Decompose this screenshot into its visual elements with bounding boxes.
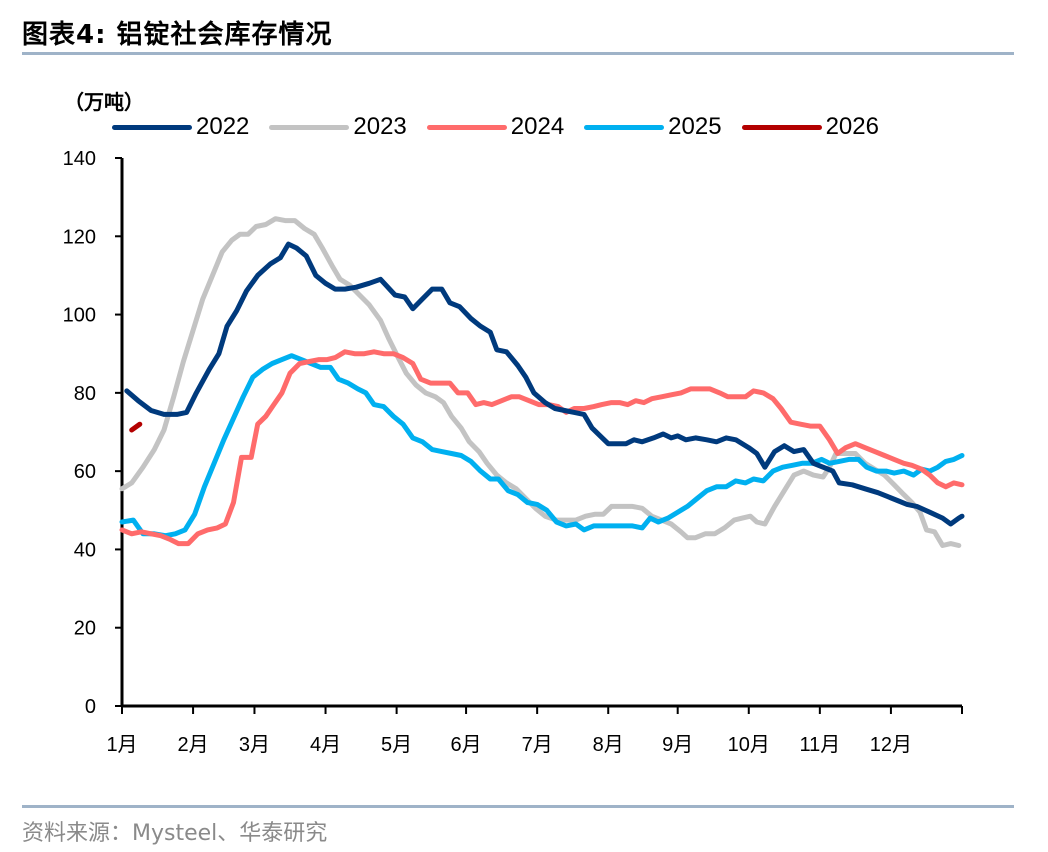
x-tick-label: 8月 xyxy=(593,734,624,756)
y-tick-label: 140 xyxy=(63,148,96,170)
y-tick-label: 120 xyxy=(63,226,96,248)
legend-item-2026: 2026 xyxy=(741,113,879,141)
series-line-2024 xyxy=(119,349,965,547)
axes: 0 20 40 60 80 100 120 140 1月 2月 3月 4月 5月 6月 7月 8月 9月 10月 1… xyxy=(63,148,963,756)
legend-swatch-2026 xyxy=(741,124,822,130)
y-tick-label: 40 xyxy=(74,539,96,561)
x-tick-label: 2月 xyxy=(178,734,209,756)
x-tick-label: 1月 xyxy=(106,734,137,756)
series-line-2023 xyxy=(119,216,962,548)
legend-swatch-2022 xyxy=(112,124,192,130)
legend-swatch-2025 xyxy=(584,124,665,130)
legend-label: 2026 xyxy=(825,113,879,140)
legend-label: 2023 xyxy=(353,113,407,140)
legend-swatch-2024 xyxy=(426,124,507,130)
series-lines xyxy=(119,216,965,548)
legend-label: 2024 xyxy=(510,113,565,140)
y-tick-label: 20 xyxy=(74,618,96,640)
title-divider xyxy=(22,52,1014,55)
source-note: 资料来源：Mysteel、华泰研究 xyxy=(22,821,328,846)
y-axis-unit-label: （万吨） xyxy=(64,90,144,114)
y-tick-label: 60 xyxy=(74,461,96,483)
legend-label: 2022 xyxy=(196,113,250,140)
series-line-2026 xyxy=(129,421,143,433)
x-tick-label: 4月 xyxy=(310,734,341,756)
x-tick-label: 5月 xyxy=(381,734,412,756)
x-tick-label: 7月 xyxy=(522,734,553,756)
y-tick-label: 100 xyxy=(63,305,96,327)
footer-divider xyxy=(22,805,1014,808)
x-tick-label: 9月 xyxy=(662,734,693,756)
x-tick-label: 3月 xyxy=(239,734,270,756)
legend-swatch-2023 xyxy=(269,124,350,130)
chart-legend: 2022 2023 2024 2025 2026 xyxy=(112,112,899,142)
legend-item-2023: 2023 xyxy=(269,113,407,141)
y-tick-label: 80 xyxy=(74,383,96,405)
y-tick-label: 0 xyxy=(85,696,96,718)
legend-item-2024: 2024 xyxy=(426,113,565,141)
series-line-2025 xyxy=(119,353,965,539)
x-tick-label: 10月 xyxy=(728,734,770,756)
legend-label: 2025 xyxy=(668,113,722,140)
x-tick-label: 12月 xyxy=(870,734,912,756)
legend-item-2022: 2022 xyxy=(112,113,249,141)
x-tick-label: 6月 xyxy=(451,734,482,756)
legend-item-2025: 2025 xyxy=(584,113,722,141)
figure-title: 图表4: 铝锭社会库存情况 xyxy=(22,20,333,50)
series-line-2022 xyxy=(124,241,965,527)
x-tick-label: 11月 xyxy=(799,734,840,756)
